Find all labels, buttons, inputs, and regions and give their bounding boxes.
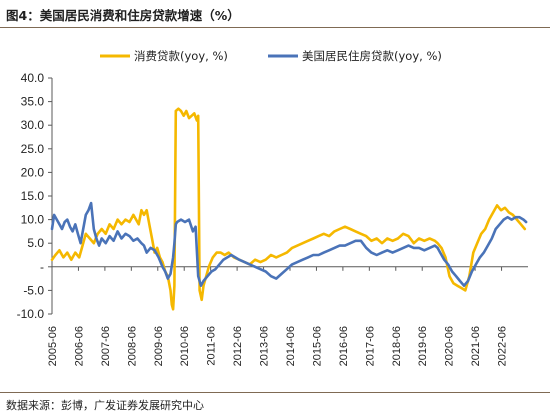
x-tick-label: 2015-06 [311,326,323,366]
y-tick-label: 15.0 [21,189,45,203]
x-tick-label: 2021-06 [470,326,482,366]
x-tick-label: 2012-06 [232,326,244,366]
y-tick-label: 30.0 [21,118,45,132]
chart: 消费贷款(yoy, %) 美国居民住房贷款(yoy, %) -10.0-5.0-5… [17,49,528,366]
x-tick-label: 2007-06 [100,326,112,366]
y-axis: -10.0-5.0-5.010.015.020.025.030.035.040.… [17,71,53,321]
legend: 消费贷款(yoy, %) 美国居民住房贷款(yoy, %) [100,49,442,63]
x-tick-label: 2013-06 [259,326,271,366]
page-title: 图4：美国居民消费和住房贷款增速（%） [6,8,240,23]
y-tick-label: 40.0 [21,71,45,85]
y-tick-label: 10.0 [21,213,45,227]
x-tick-label: 2019-06 [417,326,429,366]
x-tick-label: 2020-06 [444,326,456,366]
y-tick-label: -5.0 [23,283,44,297]
y-tick-label: - [40,260,44,274]
footer-divider [0,392,550,393]
legend-label-2: 美国居民住房贷款(yoy, %) [302,49,442,63]
x-tick-label: 2014-06 [285,326,297,366]
x-tick-label: 2016-06 [338,326,350,366]
x-tick-label: 2022-06 [497,326,509,366]
x-axis: 2005-06 2006-06 2007-06 2008-06 2009-06 2010-… [47,266,528,366]
y-tick-label: 20.0 [21,165,45,179]
x-tick-label: 2008-06 [126,326,138,366]
title-divider [0,27,550,28]
x-tick-label: 2017-06 [364,326,376,366]
y-tick-label: -10.0 [17,307,45,321]
x-tick-label: 2005-06 [47,326,59,366]
legend-label-1: 消费贷款(yoy, %) [134,49,228,63]
y-tick-label: 5.0 [27,236,44,250]
x-tick-label: 2018-06 [391,326,403,366]
x-tick-label: 2009-06 [153,326,165,366]
series-layer [50,107,528,311]
y-tick-label: 35.0 [21,95,45,109]
x-tick-label: 2011-06 [206,326,218,366]
x-tick-label: 2006-06 [73,326,85,366]
series-line-2 [50,201,528,288]
series-line-1 [50,107,527,311]
x-tick-label: 2010-06 [179,326,191,366]
y-tick-label: 25.0 [21,142,45,156]
source-note: 数据来源：彭博，广发证券发展研究中心 [6,399,204,412]
